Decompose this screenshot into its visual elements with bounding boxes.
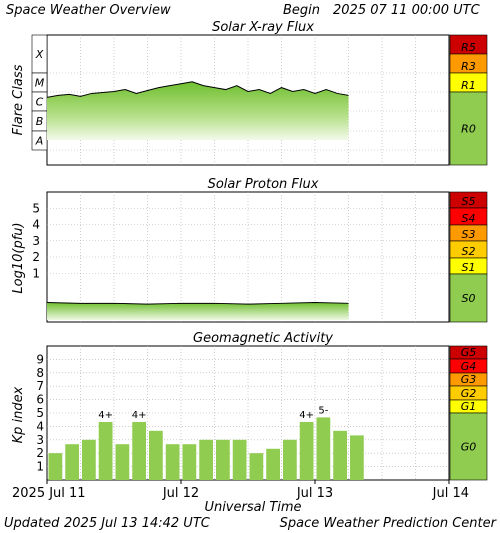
- kp-bar: [333, 430, 347, 480]
- kp-bar: [350, 435, 364, 480]
- kp-bar: [266, 448, 280, 480]
- kp-bar: [199, 439, 213, 480]
- time-tick-label: Jul 12: [162, 486, 199, 501]
- proton-ytick-label: 1: [32, 266, 40, 280]
- xray-line: [46, 81, 349, 98]
- kp-bar-label: 4+: [132, 410, 147, 421]
- xray-class-label: M: [35, 77, 45, 90]
- geomag-scale-label-g5: G5: [461, 346, 477, 359]
- kp-bar-label: 5-: [318, 405, 328, 416]
- proton-area: [47, 302, 349, 320]
- time-tick-label: 2025 Jul 11: [12, 486, 86, 501]
- proton-title: Solar Proton Flux: [208, 177, 319, 192]
- xray-class-box: [31, 130, 48, 151]
- geomag-ytick-label: 5: [36, 406, 44, 420]
- updated-label: Updated: [4, 516, 60, 531]
- xray-scale-label-r1: R1: [461, 79, 476, 92]
- proton-scale-label-s3: S3: [462, 228, 476, 241]
- proton-scale-label-s0: S0: [462, 292, 476, 305]
- xray-scale-label-r0: R0: [461, 123, 476, 136]
- xray-class-label: X: [35, 48, 44, 61]
- kp-bar: [216, 439, 230, 480]
- proton-scale-label-s1: S1: [462, 261, 476, 274]
- time-axis-label: Universal Time: [204, 500, 301, 515]
- geomag-scale-g0: [449, 412, 488, 481]
- begin-label: Begin: [283, 3, 320, 18]
- proton-ytick-label: 3: [32, 234, 40, 248]
- kp-bar: [98, 421, 113, 480]
- kp-bar: [149, 430, 163, 480]
- geomag-ytick-label: 3: [36, 433, 44, 447]
- kp-bar: [283, 439, 297, 480]
- xray-class-label: B: [36, 115, 44, 128]
- kp-bar: [232, 439, 247, 480]
- xray-scale-r0: [449, 91, 488, 166]
- xray-class-label: C: [36, 96, 44, 109]
- time-tick-label: Jul 13: [296, 486, 333, 501]
- geomag-ytick-label: 2: [36, 446, 44, 460]
- proton-ytick-label: 5: [32, 201, 40, 215]
- kp-bar: [182, 444, 197, 480]
- kp-bar: [115, 444, 130, 480]
- geomag-ytick-label: 8: [36, 366, 44, 380]
- proton-scale-s0: [449, 273, 488, 323]
- geomag-scale-label-g1: G1: [461, 400, 477, 413]
- proton-scale-label-s5: S5: [462, 195, 476, 208]
- geomag-scale-label-g4: G4: [461, 360, 477, 373]
- proton-ytick-label: 4: [32, 218, 40, 232]
- geomag-title: Geomagnetic Activity: [193, 331, 333, 346]
- proton-ylabel: Log10(pfu): [11, 222, 26, 293]
- geomag-ylabel: Kp index: [11, 386, 26, 443]
- geomag-ytick-label: 1: [36, 460, 44, 474]
- header-title: Space Weather Overview: [6, 3, 171, 18]
- xray-class-label: A: [35, 135, 44, 148]
- xray-scale-label-r5: R5: [461, 41, 476, 54]
- proton-ytick-label: 2: [32, 250, 40, 264]
- kp-bar: [299, 421, 314, 480]
- kp-bar: [82, 439, 96, 480]
- xray-area: [47, 81, 349, 140]
- kp-bar-label: 4+: [98, 410, 113, 421]
- time-tick-label: Jul 14: [432, 486, 469, 501]
- xray-title: Solar X-ray Flux: [212, 20, 314, 35]
- geomag-ytick-label: 4: [36, 419, 44, 433]
- center-name: Space Weather Prediction Center: [280, 516, 498, 531]
- geomag-ytick-label: 9: [36, 352, 44, 366]
- kp-bar: [165, 444, 180, 480]
- proton-scale-label-s4: S4: [462, 212, 476, 225]
- xray-ylabel: Flare Class: [11, 64, 26, 135]
- kp-bar-label: 4+: [299, 410, 314, 421]
- geomag-scale-label-g0: G0: [461, 441, 477, 454]
- geomag-ytick-label: 6: [36, 393, 44, 407]
- kp-bar: [65, 444, 79, 480]
- kp-bar: [132, 421, 146, 480]
- kp-bar: [316, 417, 331, 480]
- proton-panel: 5 4 3 2 1 S5 S4 S3 S2 S1 S0: [32, 191, 488, 323]
- begin-date: 2025 07 11 00:00 UTC: [333, 3, 481, 18]
- proton-line: [46, 301, 349, 305]
- proton-scale-label-s2: S2: [462, 245, 476, 258]
- geomag-ytick-label: 7: [36, 379, 44, 393]
- updated-date: 2025 Jul 13 14:42 UTC: [64, 516, 211, 531]
- time-axis: 2025 Jul 11 Jul 12 Jul 13 Jul 14: [12, 480, 469, 501]
- kp-bar: [249, 453, 264, 480]
- kp-bar: [48, 453, 63, 480]
- geomag-scale-label-g2: G2: [461, 387, 477, 400]
- geomag-scale-label-g3: G3: [461, 373, 477, 386]
- xray-scale-label-r3: R3: [461, 60, 476, 73]
